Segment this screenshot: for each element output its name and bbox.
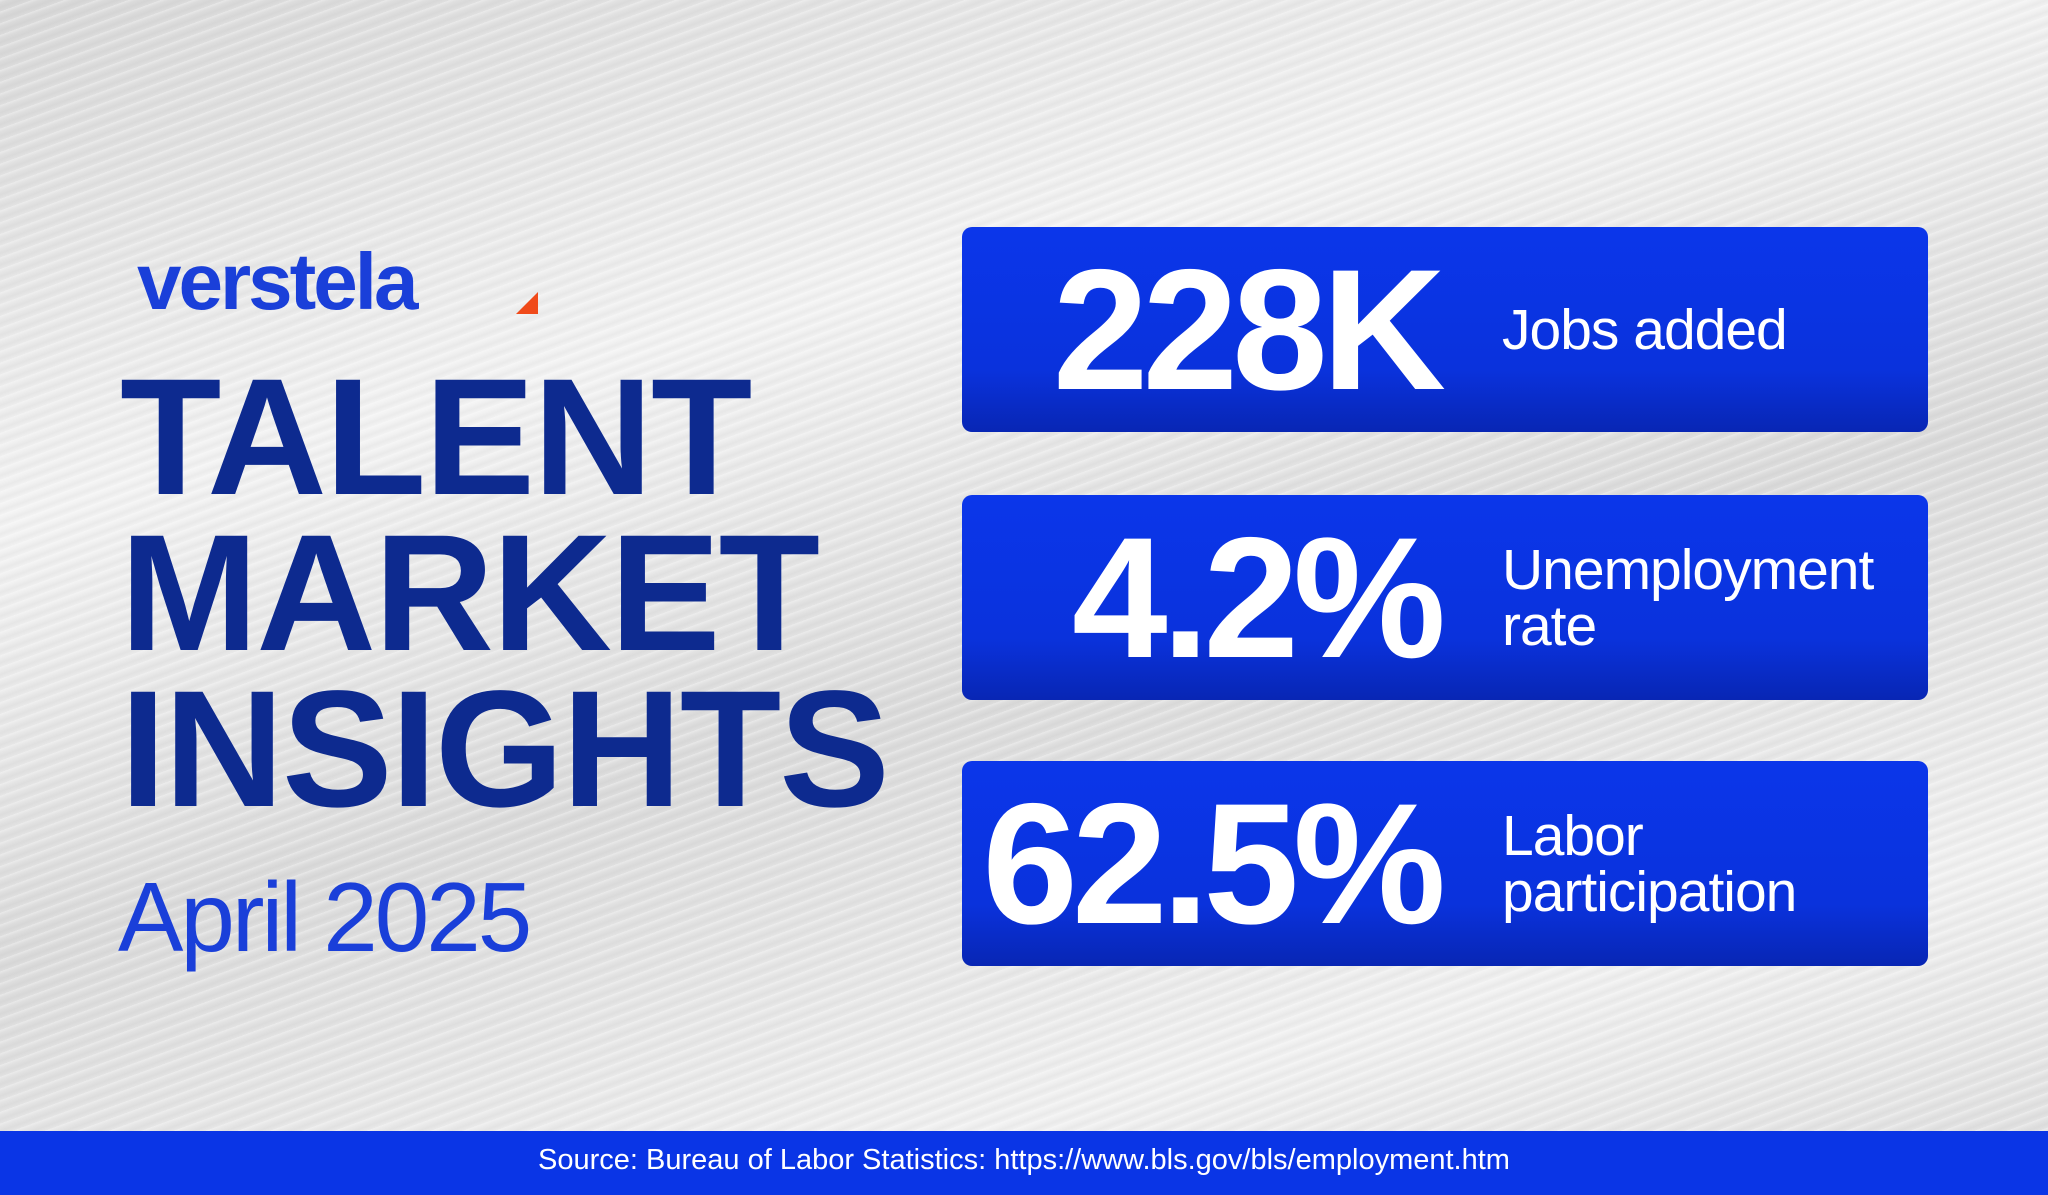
brand-logo: verstela <box>137 237 418 326</box>
stat-label: Labor participation <box>1502 803 1797 924</box>
title-line: INSIGHTS <box>120 657 890 842</box>
stat-card: 4.2% Unemployment rate <box>962 495 1928 700</box>
source-bar: Source: Bureau of Labor Statistics: http… <box>0 1131 2048 1195</box>
title-line: MARKET <box>120 501 820 686</box>
stat-card: 62.5% Labor participation <box>962 761 1928 966</box>
source: Source: Bureau of Labor Statistics: http… <box>538 1144 1510 1176</box>
title-line: TALENT <box>120 345 752 530</box>
stat-value: 4.2% <box>1071 501 1446 694</box>
stat-card: 228K Jobs added <box>962 227 1928 432</box>
stat-value: 62.5% <box>982 767 1446 960</box>
stat-value: 228K <box>1052 233 1446 426</box>
brand-accent <box>516 292 538 314</box>
stat-label: Unemployment rate <box>1502 537 1874 658</box>
stat-label: Jobs added <box>1502 297 1788 362</box>
title: TALENT MARKET INSIGHTS <box>120 345 890 842</box>
date: April 2025 <box>118 862 532 972</box>
